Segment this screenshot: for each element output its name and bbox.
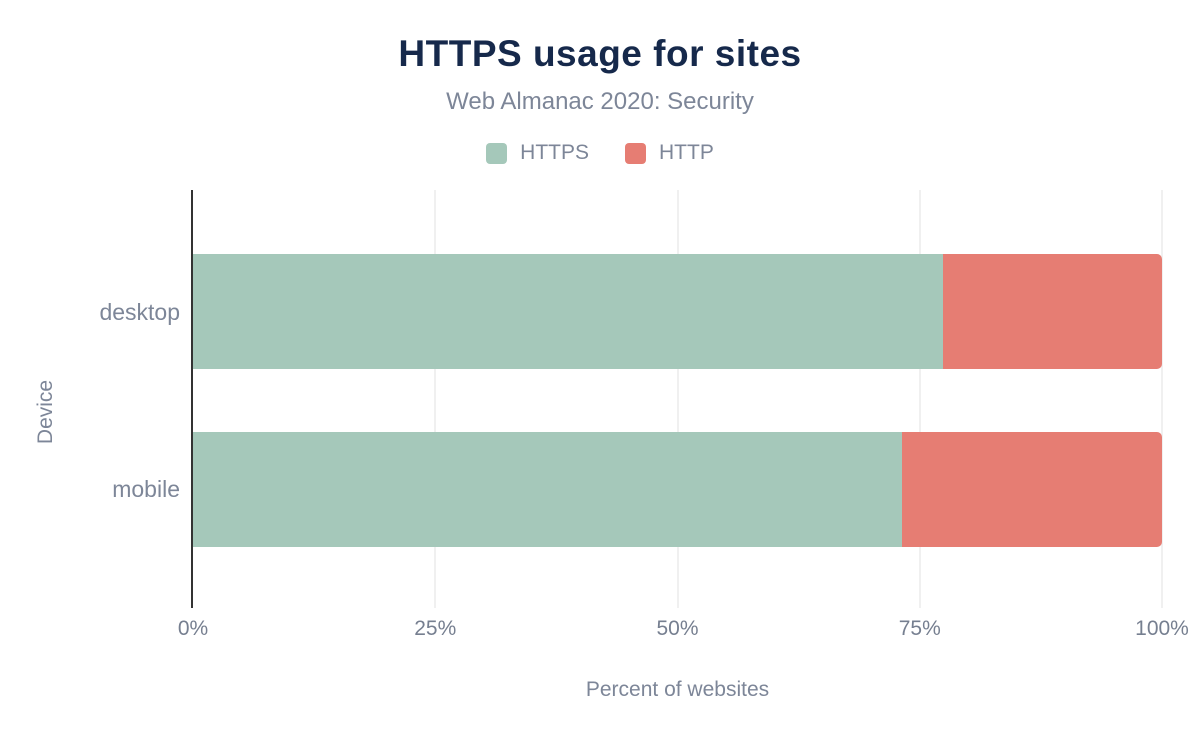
legend-label-https: HTTPS [520,141,589,164]
bar-row-mobile [193,432,1162,547]
gridline-25 [434,190,437,608]
x-axis-title: Percent of websites [585,678,770,701]
category-label-desktop: desktop [99,299,180,325]
bar-segment-desktop-http [943,254,1162,369]
x-tick-75: 75% [898,617,941,640]
legend: HTTPS HTTP [0,141,1200,165]
legend-label-http: HTTP [659,141,714,164]
x-tick-100: 100% [1135,617,1189,640]
x-tick-50: 50% [656,617,699,640]
x-tick-0: 0% [177,617,209,640]
chart-title: HTTPS usage for sites [398,33,802,74]
y-axis-title: Device [34,379,57,445]
plot-area: 0% 25% 50% 75% 100% Percent of websites [178,190,1189,701]
bar-row-desktop [193,254,1162,369]
bar-segment-mobile-https [193,432,903,547]
x-tick-25: 25% [414,617,457,640]
chart-subtitle: Web Almanac 2020: Security [446,88,754,115]
gridline-75 [918,190,921,608]
gridline-100 [1161,190,1163,608]
http-swatch-icon [625,142,646,164]
gridline-50 [676,190,679,608]
bar-segment-desktop-https [193,254,943,369]
y-axis-line [191,190,193,608]
bar-segment-mobile-http [902,432,1162,547]
https-swatch-icon [486,142,508,164]
legend-item-https: HTTPS [486,141,589,165]
legend-item-http: HTTP [625,141,714,165]
category-label-mobile: mobile [112,476,180,502]
